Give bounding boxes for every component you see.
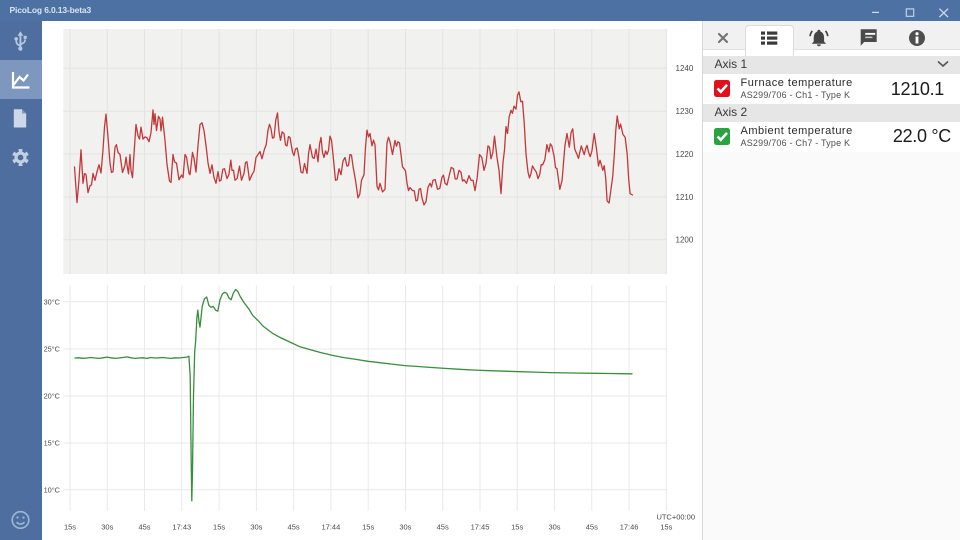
svg-text:1230: 1230 — [676, 107, 694, 116]
svg-text:30s: 30s — [250, 523, 262, 532]
svg-text:30s: 30s — [101, 523, 113, 532]
svg-text:17:44: 17:44 — [322, 523, 341, 532]
svg-text:30s: 30s — [548, 523, 560, 532]
svg-text:17:43: 17:43 — [172, 523, 191, 532]
svg-text:30°C: 30°C — [44, 297, 60, 306]
svg-text:15s: 15s — [64, 523, 76, 532]
svg-text:1210: 1210 — [676, 193, 694, 202]
svg-text:10°C: 10°C — [44, 485, 60, 494]
svg-text:25°C: 25°C — [44, 345, 60, 354]
svg-text:17:45: 17:45 — [471, 523, 490, 532]
svg-text:15s: 15s — [511, 523, 523, 532]
svg-text:15s: 15s — [660, 523, 672, 532]
svg-text:15s: 15s — [213, 523, 225, 532]
svg-text:45s: 45s — [586, 523, 598, 532]
svg-text:15s: 15s — [362, 523, 374, 532]
svg-text:15°C: 15°C — [44, 439, 60, 448]
svg-text:45s: 45s — [437, 523, 449, 532]
svg-text:30s: 30s — [399, 523, 411, 532]
svg-text:1200: 1200 — [676, 236, 694, 245]
svg-text:1220: 1220 — [676, 150, 694, 159]
svg-text:20°C: 20°C — [44, 392, 60, 401]
svg-text:17:46: 17:46 — [620, 523, 639, 532]
svg-text:45s: 45s — [288, 523, 300, 532]
svg-text:45s: 45s — [138, 523, 150, 532]
svg-text:1240: 1240 — [676, 64, 694, 73]
svg-text:UTC+00:00: UTC+00:00 — [656, 513, 695, 522]
